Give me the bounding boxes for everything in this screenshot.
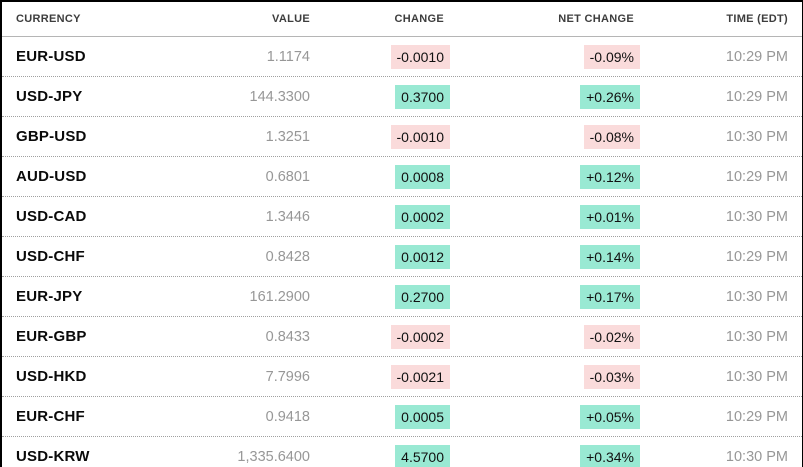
column-header-value: VALUE [272,13,310,25]
table-row: EUR-JPY 161.2900 0.2700 +0.17% 10:30 PM [2,277,802,317]
currency-cell: USD-KRW [16,448,90,465]
change-badge: 0.2700 [395,284,450,309]
table-row: EUR-GBP 0.8433 -0.0002 -0.02% 10:30 PM [2,317,802,357]
change-cell: 0.0005 [310,404,450,429]
value-cell: 1.3251 [265,128,310,145]
change-badge: 0.0008 [395,164,450,189]
value-cell: 0.8428 [265,248,310,265]
time-cell: 10:30 PM [725,448,788,465]
time-cell: 10:29 PM [725,168,788,185]
table-row: AUD-USD 0.6801 0.0008 +0.12% 10:29 PM [2,157,802,197]
table-row: USD-KRW 1,335.6400 4.5700 +0.34% 10:30 P… [2,437,802,467]
change-cell: -0.0021 [310,364,450,389]
time-cell: 10:30 PM [725,128,788,145]
value-cell: 0.6801 [265,168,310,185]
value-cell: 1.1174 [266,48,310,65]
net-change-cell: -0.09% [450,44,640,69]
change-badge: -0.0010 [390,44,450,69]
change-cell: 0.0008 [310,164,450,189]
table-row: USD-CAD 1.3446 0.0002 +0.01% 10:30 PM [2,197,802,237]
change-badge: 4.5700 [395,444,450,467]
net-change-cell: +0.05% [450,404,640,429]
change-cell: 0.3700 [310,84,450,109]
change-cell: 0.0012 [310,244,450,269]
column-header-time: TIME (EDT) [726,13,788,25]
net-change-badge: +0.12% [580,164,640,189]
net-change-cell: +0.17% [450,284,640,309]
net-change-cell: -0.08% [450,124,640,149]
change-cell: 4.5700 [310,444,450,467]
table-row: EUR-CHF 0.9418 0.0005 +0.05% 10:29 PM [2,397,802,437]
currency-cell: EUR-JPY [16,288,83,305]
change-badge: 0.3700 [395,84,450,109]
value-cell: 0.9418 [265,408,310,425]
net-change-badge: +0.17% [580,284,640,309]
value-cell: 144.3300 [249,88,310,105]
change-badge: 0.0012 [395,244,450,269]
currency-cell: USD-HKD [16,368,87,385]
change-badge: 0.0005 [395,404,450,429]
time-cell: 10:29 PM [725,408,788,425]
net-change-cell: +0.12% [450,164,640,189]
column-header-net-change: NET CHANGE [558,13,634,25]
change-badge: -0.0002 [390,324,450,349]
value-cell: 1,335.6400 [237,448,310,465]
time-cell: 10:30 PM [725,368,788,385]
currency-cell: USD-CAD [16,208,87,225]
net-change-badge: +0.14% [580,244,640,269]
table-row: USD-CHF 0.8428 0.0012 +0.14% 10:29 PM [2,237,802,277]
change-badge: -0.0021 [390,364,450,389]
net-change-badge: +0.05% [580,404,640,429]
currency-cell: USD-CHF [16,248,85,265]
net-change-badge: -0.02% [583,324,640,349]
net-change-badge: -0.09% [583,44,640,69]
change-cell: 0.0002 [310,204,450,229]
net-change-cell: +0.14% [450,244,640,269]
time-cell: 10:30 PM [725,288,788,305]
net-change-badge: -0.08% [583,124,640,149]
net-change-badge: -0.03% [583,364,640,389]
time-cell: 10:30 PM [725,208,788,225]
table-row: EUR-USD 1.1174 -0.0010 -0.09% 10:29 PM [2,37,802,77]
currency-cell: EUR-USD [16,48,86,65]
change-badge: -0.0010 [390,124,450,149]
net-change-cell: +0.26% [450,84,640,109]
table-header: CURRENCY VALUE CHANGE NET CHANGE TIME (E… [2,2,802,37]
time-cell: 10:29 PM [725,248,788,265]
currency-cell: EUR-GBP [16,328,87,345]
currency-cell: EUR-CHF [16,408,85,425]
currency-cell: AUD-USD [16,168,87,185]
net-change-cell: -0.03% [450,364,640,389]
change-cell: -0.0002 [310,324,450,349]
currency-cell: USD-JPY [16,88,83,105]
time-cell: 10:30 PM [725,328,788,345]
net-change-cell: +0.34% [450,444,640,467]
change-cell: -0.0010 [310,44,450,69]
column-header-currency: CURRENCY [16,13,81,25]
currency-cell: GBP-USD [16,128,87,145]
change-cell: -0.0010 [310,124,450,149]
net-change-badge: +0.26% [580,84,640,109]
table-row: GBP-USD 1.3251 -0.0010 -0.08% 10:30 PM [2,117,802,157]
table-row: USD-HKD 7.7996 -0.0021 -0.03% 10:30 PM [2,357,802,397]
net-change-badge: +0.34% [580,444,640,467]
net-change-badge: +0.01% [580,204,640,229]
value-cell: 7.7996 [265,368,310,385]
change-cell: 0.2700 [310,284,450,309]
net-change-cell: -0.02% [450,324,640,349]
value-cell: 0.8433 [265,328,310,345]
value-cell: 161.2900 [249,288,310,305]
table-row: USD-JPY 144.3300 0.3700 +0.26% 10:29 PM [2,77,802,117]
column-header-change: CHANGE [394,13,444,25]
time-cell: 10:29 PM [725,48,788,65]
value-cell: 1.3446 [265,208,310,225]
time-cell: 10:29 PM [725,88,788,105]
table-body: EUR-USD 1.1174 -0.0010 -0.09% 10:29 PM U… [2,37,802,467]
change-badge: 0.0002 [395,204,450,229]
net-change-cell: +0.01% [450,204,640,229]
